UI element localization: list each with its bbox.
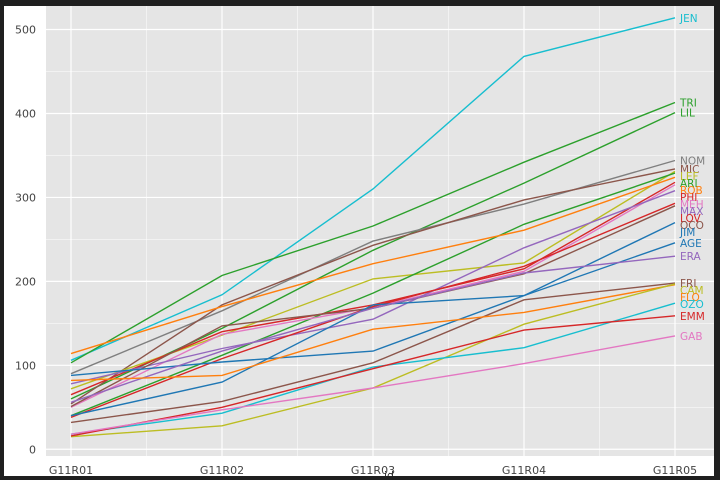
series-line-mic [70,168,676,405]
series-label-fri: FRI [680,278,696,290]
series-line-tri [70,101,676,364]
series-label-jim: JIM [679,227,695,239]
series-label-nom: NOM [680,155,705,167]
series-label-tri: TRI [679,98,697,110]
series-label-ozo: OZO [680,299,704,311]
series-label-mic: MIC [680,164,700,176]
series-label-lil: LIL [680,108,695,120]
series-lines [70,17,676,438]
x-tick-label: G11R04 [502,464,546,476]
series-label-rob: ROB [680,185,703,197]
series-line-meh [70,184,676,408]
series-label-lov: LOV [680,213,702,225]
x-tick-label: G11R01 [49,464,93,476]
y-tick-label: 200 [15,275,36,288]
y-tick-label: 400 [15,107,36,120]
series-line-jim [70,221,676,377]
series-line-ari [70,172,676,417]
series-label-gab: GAB [680,331,703,343]
chart-figure: 0 100 200 300 400 500 G11R01 G11R02 G11R03 G11R0… [4,6,714,480]
series-line-ozo [70,302,676,435]
series-line-jen [70,17,676,361]
series-label-meh: MEH [680,199,704,211]
y-tick-label: 300 [15,191,36,204]
series-label-oco: OCO [680,220,704,232]
series-label-lef: LEF [680,171,699,183]
series-line-age [70,242,676,417]
series-label-max: MAX [680,206,703,218]
series-line-era [70,255,676,403]
x-tick-label: G11R02 [200,464,244,476]
series-line-rob [70,176,676,355]
series-line-max [70,190,676,385]
series-line-flo [70,284,676,382]
x-tick-label: G11R03 [351,464,395,476]
series-line-gab [70,335,676,435]
x-axis-label: id [384,469,394,476]
series-line-emm [70,315,676,437]
y-tick-label: 100 [15,359,36,372]
series-line-lov [70,202,676,419]
series-label-era: ERA [680,251,702,263]
y-tick-label: 0 [29,443,36,456]
series-line-fri [70,282,676,424]
x-axis: G11R01 G11R02 G11R03 G11R04 G11R05 [49,464,697,477]
series-label-cam: CAM [680,285,704,297]
y-tick-label: 500 [15,24,36,37]
y-axis: 0 100 200 300 400 500 [15,24,36,457]
series-label-flo: FLO [680,292,700,304]
series-label-emm: EMM [680,311,705,323]
x-tick-label: G11R05 [653,464,697,476]
series-label-phi: PHI [680,192,697,204]
series-label-jen: JEN [679,13,698,25]
series-line-lil [70,111,676,400]
series-label-age: AGE [680,238,702,250]
series-label-ari: ARI [680,178,698,190]
